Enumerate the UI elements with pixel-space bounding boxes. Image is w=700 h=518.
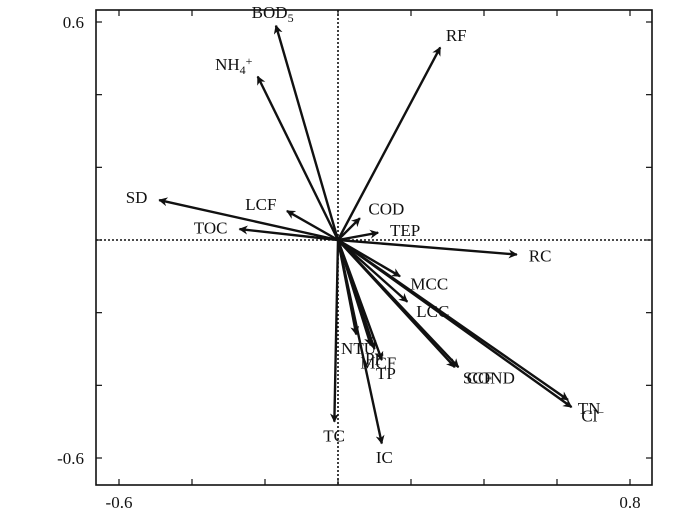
vector-labels: BOD5 NH4+ RF SD LCF TOC COD TEP RC MCC LCC SCF PFTPN… <box>126 3 605 467</box>
vector-label-cond: COND <box>467 368 515 387</box>
vector-label-cl: Cl− <box>581 405 604 425</box>
vector-label-mcf: MCF <box>360 353 396 372</box>
vector-cl <box>337 239 573 409</box>
zero-axes <box>96 10 652 485</box>
vector-label-rc: RC <box>529 247 552 266</box>
vectors <box>158 24 573 445</box>
vector-label-sd: SD <box>126 188 148 207</box>
vector-toc <box>238 225 339 242</box>
plot-frame <box>95 9 653 486</box>
axis-ticks: -0.6 0.8 0.6 -0.6 <box>57 10 652 512</box>
x-tick-label-max: 0.8 <box>619 493 640 512</box>
vector-sd <box>158 197 339 242</box>
vector-cod <box>337 217 361 241</box>
vector-label-mcc: MCC <box>410 274 448 293</box>
vector-label-tp: TP <box>376 364 396 383</box>
vector-label-rf: RF <box>446 26 467 45</box>
vector-nh4 <box>256 75 340 241</box>
vector-ic <box>336 239 385 445</box>
vector-rc <box>337 238 518 259</box>
vector-label-ic: IC <box>376 448 393 467</box>
vector-tep <box>337 229 380 242</box>
vector-label-scf: SCF <box>463 368 493 387</box>
vector-mcf <box>336 239 377 350</box>
vector-label-lcc: LCC <box>416 302 449 321</box>
vector-label-tn: TN <box>578 399 601 418</box>
vector-label-tc: TC <box>323 427 345 446</box>
vector-label-cod: COD <box>368 199 404 218</box>
vector-tc <box>330 239 340 423</box>
vector-label-tep: TEP <box>390 221 420 240</box>
vector-cond <box>337 239 460 368</box>
x-tick-label-min: -0.6 <box>106 493 133 512</box>
vector-label-nh4: NH4+ <box>215 54 253 77</box>
vector-lcf <box>286 209 339 242</box>
vector-label-bod5: BOD5 <box>252 3 294 25</box>
vector-label-lcf: LCF <box>245 195 276 214</box>
vector-label-toc: TOC <box>194 219 228 238</box>
vector-label-pf: PF <box>365 350 384 369</box>
vector-rf <box>336 46 442 241</box>
vector-lcc <box>337 239 409 303</box>
vector-label-ntu: NTU <box>341 339 376 358</box>
y-tick-label-max: 0.6 <box>63 13 84 32</box>
y-tick-label-min: -0.6 <box>57 449 84 468</box>
vector-bod5 <box>273 24 340 241</box>
